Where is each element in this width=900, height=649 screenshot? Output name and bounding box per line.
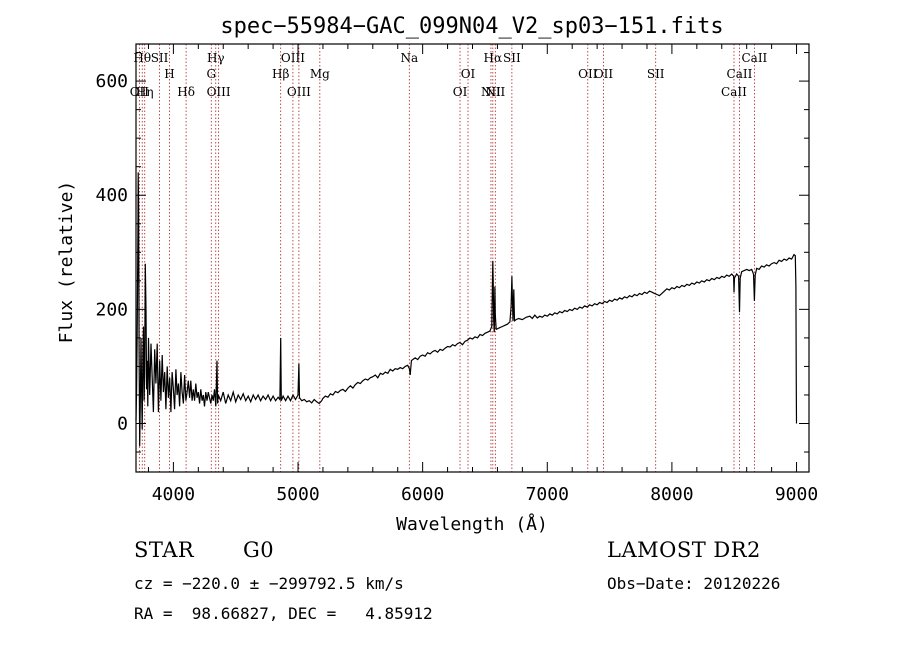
line-marker-label: Hα	[484, 51, 503, 65]
line-marker-label: NII	[481, 85, 501, 99]
y-tick-label: 0	[117, 413, 128, 434]
line-marker-label: OIII	[207, 85, 231, 99]
line-marker-label: Hβ	[272, 67, 289, 81]
line-marker-label: OIII	[281, 51, 305, 65]
line-marker-label: OII	[130, 85, 150, 99]
emission-line-markers	[138, 44, 755, 472]
line-marker-label: Hθ	[133, 51, 151, 65]
x-tick-label: 5000	[276, 484, 319, 505]
survey-label: LAMOST DR2	[607, 538, 761, 562]
y-axis-title: Flux (relative)	[56, 181, 77, 344]
line-marker-label: OII	[594, 67, 614, 81]
line-marker-label: SII	[503, 51, 521, 65]
x-axis-title: Wavelength (Å)	[396, 513, 548, 535]
y-axis-ticks: 0 200 400 600	[95, 52, 809, 453]
line-marker-label: CaII	[741, 51, 767, 65]
line-marker-label: OII	[578, 67, 598, 81]
line-marker-label: SII	[151, 51, 169, 65]
line-marker-label: OI	[461, 67, 476, 81]
chart-title: spec−55984−GAC_099N04_V2_sp03−151.fits	[220, 14, 723, 39]
plot-frame	[135, 43, 810, 473]
radec-text: RA = 98.66827, DEC = 4.85912	[134, 604, 433, 623]
x-axis-ticks: 4000 5000 6000 7000 8000 9000	[147, 44, 818, 505]
x-tick-label: 9000	[775, 484, 818, 505]
line-marker-label: SII	[647, 67, 665, 81]
line-marker-label: Hη	[136, 85, 154, 99]
line-marker-label: Na	[400, 51, 418, 65]
spectrum-line	[135, 172, 798, 447]
x-tick-label: 7000	[526, 484, 569, 505]
y-tick-label: 200	[95, 299, 128, 320]
line-marker-label: OIII	[287, 85, 311, 99]
line-marker-label: CaII	[727, 67, 753, 81]
x-tick-label: 4000	[152, 484, 195, 505]
line-marker-label: Hγ	[207, 51, 225, 65]
line-marker-label: G	[206, 67, 216, 81]
line-marker-label: Mg	[310, 67, 330, 81]
line-marker-label: CaII	[721, 85, 747, 99]
line-marker-label: Hδ	[177, 85, 195, 99]
line-marker-label: OI	[453, 85, 468, 99]
line-marker-label: H	[164, 67, 174, 81]
y-tick-label: 600	[95, 71, 128, 92]
line-marker-label: NII	[485, 85, 505, 99]
subclass-label: G0	[243, 538, 275, 562]
redshift-text: cz = −220.0 ± −299792.5 km/s	[134, 574, 404, 593]
y-tick-label: 400	[95, 185, 128, 206]
class-label: STAR	[134, 538, 195, 562]
x-tick-label: 8000	[650, 484, 693, 505]
emission-line-labels: OII Hθ Hη SII HHδ G Hγ OIII Hβ OIII OIII Mg Na OI OI NI…	[130, 51, 768, 99]
x-tick-label: 6000	[401, 484, 444, 505]
obs-date-text: Obs−Date: 20120226	[607, 574, 781, 593]
